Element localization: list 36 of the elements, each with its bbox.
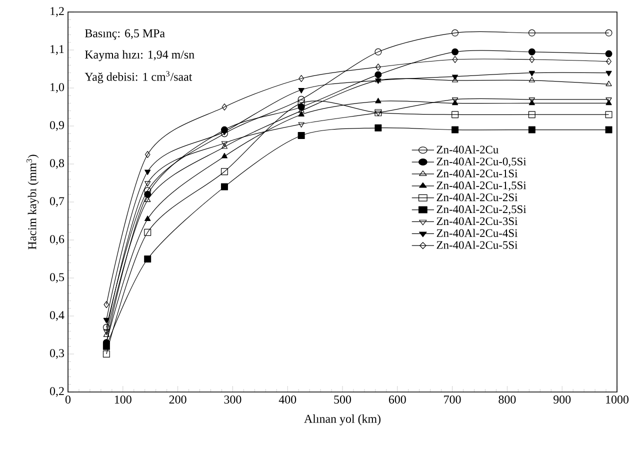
y-tick-label: 0,3 (50, 349, 64, 359)
x-tick-label: 700 (444, 396, 461, 404)
x-tick-label: 300 (224, 396, 242, 404)
y-tick-label: 0,4 (50, 311, 64, 321)
y-tick-label: 0,6 (50, 235, 64, 245)
y-tick-label: 0,7 (50, 197, 64, 207)
y-tick-label: 0,9 (50, 121, 64, 131)
legend-label: Zn-40Al-2Cu-1,5Si (436, 181, 526, 191)
x-axis-title: Alınan yol (km) (304, 414, 380, 426)
x-tick-label: 500 (334, 396, 352, 404)
legend-label: Zn-40Al-2Cu-1Si (436, 169, 518, 178)
x-tick-label: 900 (554, 396, 571, 404)
x-tick-label: 400 (278, 396, 296, 404)
legend-label: Zn-40Al-2Cu-3Si (436, 216, 518, 226)
y-tick-label: 1,2 (50, 7, 64, 17)
x-tick-label: 1000 (606, 396, 628, 404)
y-tick-label: 1,1 (50, 45, 64, 55)
x-tick-label: 0 (65, 396, 71, 404)
y-axis-title: Hacim kaybı (mm$^{3}$) (26, 154, 39, 250)
legend-label: Zn-40Al-2Cu-2Si (436, 193, 518, 202)
legend-label: Zn-40Al-2Cu-4Si (436, 228, 518, 237)
legend-label: Zn-40Al-2Cu-2,5Si (436, 205, 526, 215)
annotation: Yağ debisi: 1 cm$^{3}$/saat (84, 71, 192, 84)
annotation: Basınç: 6,5 MPa (85, 29, 165, 40)
y-tick-label: 0,5 (50, 273, 64, 283)
y-tick-label: 1,0 (50, 83, 64, 93)
x-tick-label: 600 (388, 396, 406, 404)
x-tick-label: 100 (114, 396, 132, 404)
legend-label: Zn-40Al-2Cu-0,5Si (436, 157, 526, 168)
y-tick-label: 0,2 (50, 387, 64, 397)
legend-label: Zn-40Al-2Cu (436, 145, 498, 154)
annotation: Kayma hızı: 1,94 m/sn (85, 50, 194, 62)
x-tick-label: 800 (498, 396, 516, 404)
legend-label: Zn-40Al-2Cu-5Si (436, 240, 518, 249)
x-tick-label: 200 (169, 396, 186, 404)
y-tick-label: 0,8 (50, 159, 64, 169)
